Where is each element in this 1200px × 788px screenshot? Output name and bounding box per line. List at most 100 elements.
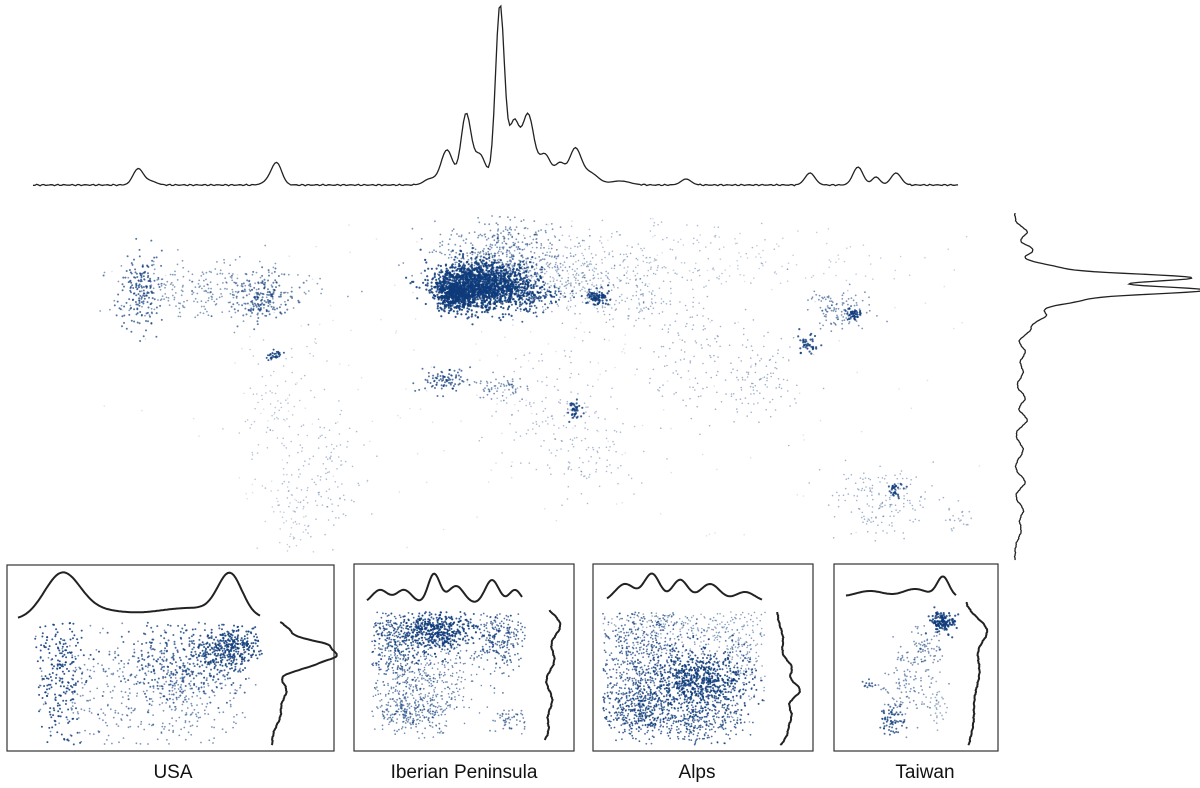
world-point — [613, 265, 616, 267]
world-point — [459, 302, 462, 305]
world-point — [544, 407, 547, 410]
world-point — [435, 281, 438, 284]
world-point — [161, 295, 164, 298]
world-point — [484, 291, 488, 294]
world-point — [482, 303, 485, 306]
world-point — [450, 283, 453, 286]
world-point — [209, 281, 212, 284]
world-point — [143, 297, 146, 300]
world-point — [263, 303, 266, 306]
world-point — [233, 308, 236, 311]
world-point — [752, 386, 754, 389]
world-point — [424, 378, 427, 381]
world-point — [457, 294, 460, 297]
world-point — [427, 371, 430, 374]
world-point — [278, 295, 281, 298]
world-point — [585, 411, 587, 413]
world-point — [512, 285, 515, 288]
world-point — [151, 259, 154, 262]
world-point — [623, 267, 626, 269]
world-point — [668, 347, 671, 350]
world-point — [459, 269, 462, 272]
world-point — [635, 290, 638, 293]
world-point — [482, 396, 485, 399]
world-point — [308, 274, 311, 277]
world-point — [456, 312, 459, 315]
world-point — [251, 451, 253, 454]
world-point — [483, 234, 486, 236]
world-point — [637, 264, 639, 267]
world-point — [278, 306, 281, 309]
world-point — [508, 305, 511, 308]
world-point — [577, 392, 579, 395]
world-point — [277, 353, 280, 356]
world-point — [511, 386, 514, 389]
world-point — [570, 225, 573, 227]
world-point — [299, 444, 302, 446]
world-point — [461, 299, 464, 302]
world-point — [591, 269, 594, 271]
world-point — [648, 262, 651, 264]
world-point — [245, 313, 248, 316]
world-point — [149, 303, 152, 305]
world-point — [444, 263, 448, 266]
world-point — [115, 314, 118, 317]
world-point — [682, 399, 684, 402]
world-point — [567, 276, 570, 279]
world-point — [716, 276, 718, 279]
world-point — [741, 378, 744, 381]
world-point — [553, 295, 556, 298]
world-point — [474, 305, 477, 308]
world-point — [454, 281, 458, 284]
world-point — [144, 314, 146, 317]
world-point — [568, 266, 571, 268]
world-point — [135, 237, 138, 240]
world-point — [717, 370, 719, 373]
world-point — [571, 412, 574, 416]
world-point — [453, 272, 456, 275]
world-point — [126, 255, 129, 258]
world-point — [299, 399, 301, 402]
world-point — [327, 497, 330, 499]
world-point — [577, 373, 580, 376]
world-point — [257, 444, 260, 446]
world-point — [620, 464, 622, 467]
world-point — [503, 277, 505, 279]
world-point — [588, 248, 590, 250]
world-point — [646, 285, 649, 288]
world-point — [474, 289, 477, 292]
world-point — [547, 283, 549, 285]
world-point — [448, 253, 451, 256]
world-point — [282, 365, 285, 367]
world-point — [667, 272, 669, 274]
world-point — [501, 394, 504, 397]
world-point — [515, 431, 517, 434]
world-point — [633, 325, 635, 327]
world-point — [597, 277, 600, 280]
world-point — [506, 266, 509, 268]
world-point — [778, 386, 781, 389]
world-point — [480, 255, 483, 258]
world-point — [674, 258, 677, 260]
world-point — [589, 279, 591, 282]
world-point — [208, 270, 211, 273]
world-point — [520, 297, 523, 300]
world-point — [494, 278, 497, 281]
world-point — [262, 339, 265, 341]
world-point — [457, 300, 461, 303]
world-point — [297, 301, 300, 304]
world-point — [439, 264, 442, 268]
world-point — [469, 265, 472, 267]
world-point — [607, 272, 609, 275]
world-point — [173, 298, 176, 301]
world-point — [508, 264, 510, 267]
world-point — [305, 496, 308, 498]
world-point — [662, 300, 665, 303]
world-point — [433, 249, 435, 252]
world-point — [259, 308, 262, 311]
world-point — [489, 229, 492, 232]
world-point — [519, 282, 522, 285]
world-point — [572, 289, 574, 292]
world-point — [515, 226, 518, 229]
world-point — [191, 290, 194, 293]
